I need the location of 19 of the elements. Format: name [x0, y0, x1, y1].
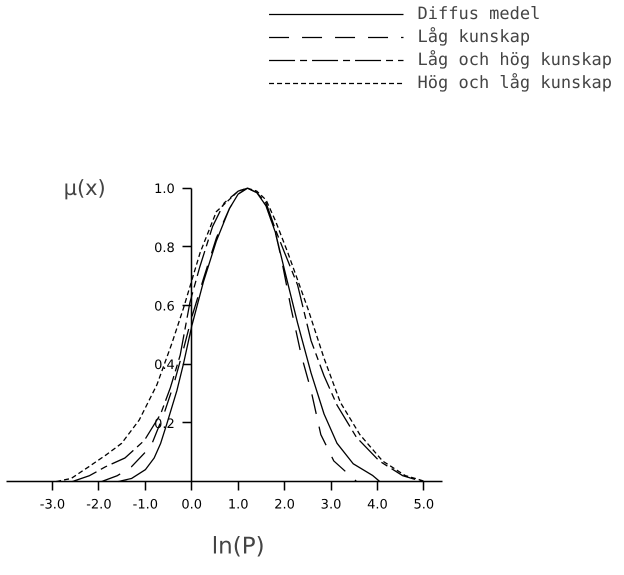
y-axis-title: μ(x) — [64, 176, 106, 200]
x-tick-label: 3.0 — [320, 497, 342, 512]
x-tick-label: 5.0 — [414, 497, 434, 512]
y-tick-label: 0.6 — [154, 299, 175, 314]
y-tick-label: 0.4 — [154, 358, 175, 374]
x-tick-label: 1.0 — [228, 497, 249, 512]
y-tick-label: 0.8 — [154, 240, 175, 256]
x-tick-label: 0.0 — [181, 497, 202, 512]
text: Låg och hög kunskap — [418, 50, 612, 70]
x-tick-label: 2.0 — [274, 497, 295, 512]
text: Diffus medel — [418, 4, 540, 24]
x-tick-label: -2.0 — [86, 497, 112, 512]
x-tick-label: -3.0 — [40, 497, 66, 512]
text: Hög och låg kunskap — [418, 73, 612, 93]
x-axis-title: ln(P) — [212, 533, 265, 560]
y-tick-label: 1.0 — [154, 182, 175, 198]
text: Låg kunskap — [418, 27, 530, 47]
x-tick-label: 4.0 — [367, 497, 388, 512]
x-tick-label: -1.0 — [132, 497, 158, 512]
